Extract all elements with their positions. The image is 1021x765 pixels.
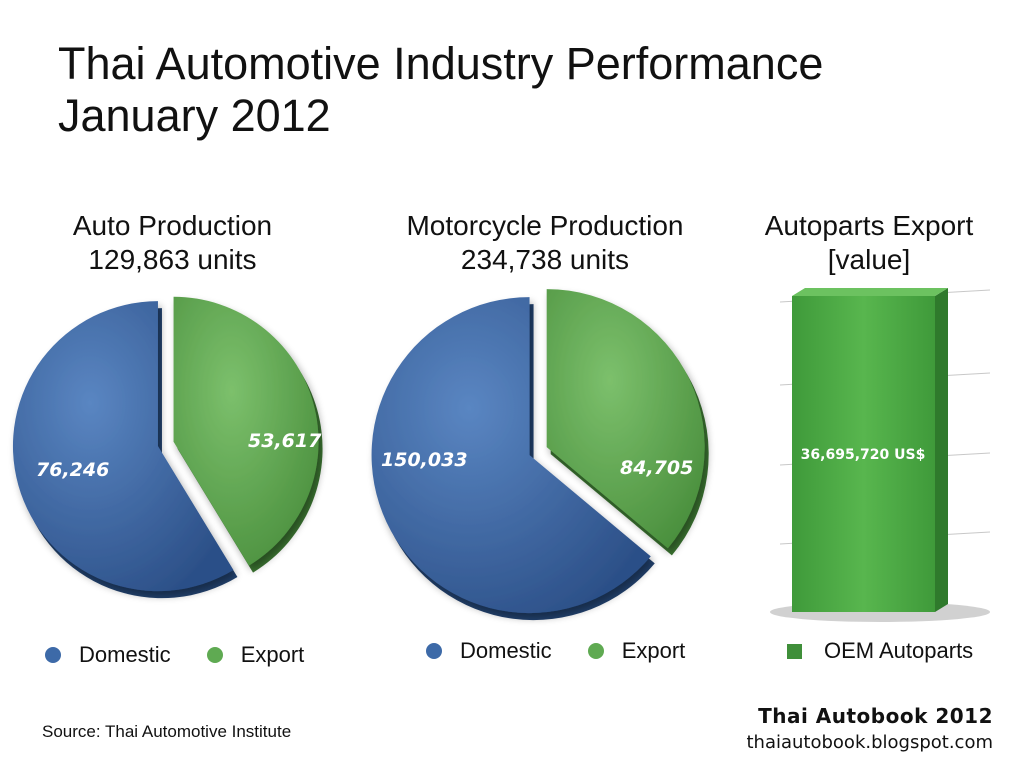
moto-legend: Domestic Export	[426, 637, 721, 665]
auto-value-label-export: 53,617	[248, 430, 322, 452]
parts-chart-heading: Autoparts Export [value]	[738, 209, 1000, 277]
auto-chart-title: Auto Production	[72, 210, 273, 241]
brand-block: Thai Autobook 2012 thaiautobook.blogspot…	[746, 704, 993, 753]
parts-legend: OEM Autoparts	[787, 637, 1009, 665]
parts-chart-title: Autoparts Export	[764, 210, 974, 241]
legend-item-domestic: Domestic	[45, 641, 171, 669]
title-line-1: Thai Automotive Industry Performance	[58, 38, 824, 89]
moto-value-label-export: 84,705	[620, 457, 693, 479]
domestic-swatch-icon	[45, 647, 61, 663]
auto-chart-heading: Auto Production 129,863 units	[30, 209, 315, 277]
moto-value-label-domestic: 150,033	[381, 449, 468, 471]
source-note: Source: Thai Automotive Institute	[42, 722, 292, 741]
moto-chart-subtitle: 234,738 units	[460, 244, 630, 275]
brand-name: Thai Autobook 2012	[758, 704, 993, 728]
parts-bar-side	[935, 288, 948, 612]
legend-label-export: Export	[621, 638, 686, 663]
auto-value-label-domestic: 76,246	[36, 459, 109, 481]
auto-chart-subtitle: 129,863 units	[88, 244, 257, 275]
auto-slice-export	[173, 296, 319, 566]
legend-item-domestic: Domestic	[426, 637, 552, 665]
legend-label-export: Export	[240, 642, 305, 667]
legend-item-oem: OEM Autoparts	[787, 637, 973, 665]
auto-pie-chart: 76,246 53,617	[12, 296, 323, 599]
parts-value-label: 36,695,720 US$	[801, 447, 926, 463]
parts-bar-chart: 36,695,720 US$	[770, 288, 991, 622]
title-line-2: January 2012	[58, 90, 331, 141]
oem-swatch-icon	[787, 643, 802, 659]
legend-label-oem: OEM Autoparts	[824, 638, 974, 663]
parts-bar-top	[792, 288, 948, 296]
parts-chart-subtitle: [value]	[827, 244, 911, 275]
moto-chart-heading: Motorcycle Production 234,738 units	[375, 209, 715, 277]
legend-item-export: Export	[587, 637, 686, 665]
parts-bar-oem-autoparts	[792, 296, 935, 612]
moto-slice-export	[546, 289, 705, 549]
moto-pie-chart: 150,033 84,705	[371, 289, 709, 621]
moto-slice-domestic	[371, 297, 651, 614]
auto-legend: Domestic Export	[45, 641, 340, 669]
brand-url: thaiautobook.blogspot.com	[746, 732, 993, 753]
export-swatch-icon	[587, 643, 604, 659]
page-title: Thai Automotive Industry Performance Jan…	[58, 38, 823, 142]
export-swatch-icon	[206, 647, 223, 663]
domestic-swatch-icon	[426, 643, 442, 659]
legend-label-domestic: Domestic	[460, 638, 552, 663]
auto-slice-domestic	[12, 301, 234, 592]
legend-label-domestic: Domestic	[79, 642, 171, 667]
moto-chart-title: Motorcycle Production	[406, 210, 684, 241]
legend-item-export: Export	[206, 641, 305, 669]
